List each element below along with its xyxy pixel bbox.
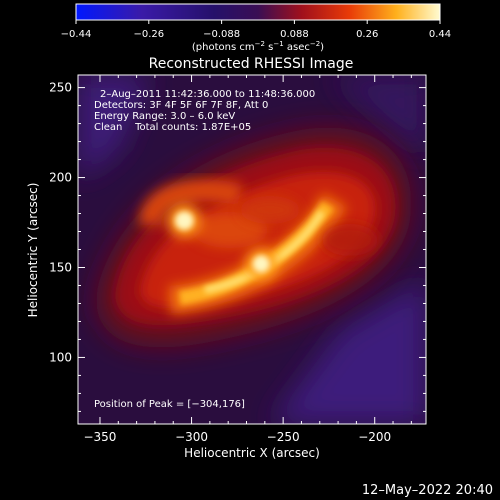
colorbar-tick-label: 0.44	[429, 29, 451, 40]
y-tick-label: 100	[49, 350, 72, 364]
annotation-energy-range: Energy Range: 3.0 – 6.0 keV	[94, 111, 235, 122]
annotation-detectors: Detectors: 3F 4F 5F 6F 7F 8F, Att 0	[94, 100, 268, 111]
colorbar-tick-label: 0.088	[280, 29, 309, 40]
colorbar-tick-label: 0.26	[356, 29, 378, 40]
colorbar-tick-label: −0.088	[203, 29, 240, 40]
annotation-clean-counts: Clean Total counts: 1.87E+05	[94, 122, 251, 133]
y-axis-label: Heliocentric Y (arcsec)	[26, 183, 40, 318]
chart-title: Reconstructed RHESSI Image	[149, 56, 354, 72]
x-tick-label: −300	[175, 430, 208, 444]
colorbar-ticks: −0.44 −0.26 −0.088 0.088 0.26 0.44	[61, 20, 451, 40]
source-core	[252, 255, 270, 273]
y-tick-label: 150	[49, 260, 72, 274]
colorbar-tick-label: −0.44	[61, 29, 92, 40]
peak-sources	[167, 203, 277, 280]
source-core	[174, 211, 194, 230]
x-tick-label: −250	[267, 430, 300, 444]
x-tick-label: −350	[83, 430, 116, 444]
annotation-time-range: 2–Aug–2011 11:42:36.000 to 11:48:36.000	[100, 89, 315, 100]
colorbar-units: (photons cm−2 s−1 asec−2)	[192, 40, 324, 53]
colorbar-tick-label: −0.26	[133, 29, 164, 40]
colorbar	[75, 3, 441, 21]
annotation-peak-position: Position of Peak = [−304,176]	[94, 399, 245, 410]
timestamp: 12–May–2022 20:40	[362, 483, 493, 498]
y-tick-label: 250	[49, 81, 72, 95]
axis-ticks: −350 −300 −250 −200 100 150 200 250	[49, 75, 426, 444]
x-axis-label: Heliocentric X (arcsec)	[184, 446, 320, 460]
heatmap-image	[78, 75, 426, 424]
x-tick-label: −200	[358, 430, 391, 444]
y-tick-label: 200	[49, 171, 72, 185]
